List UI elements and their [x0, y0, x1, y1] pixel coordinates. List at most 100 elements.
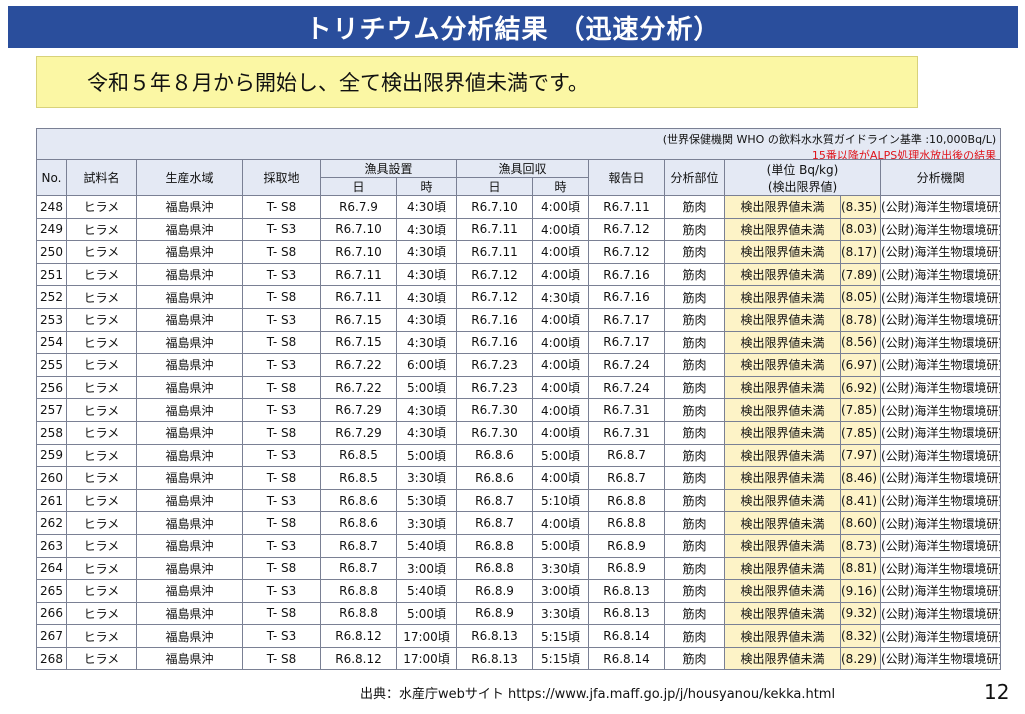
cell-site: T- S3	[242, 262, 321, 287]
table-row: 250 ヒラメ 福島県沖 T- S8 R6.7.10 4:30頃 R6.7.11 4:00頃 R…	[36, 240, 1002, 264]
cell-part: 筋肉	[664, 398, 725, 422]
table-row: 252 ヒラメ 福島県沖 T- S8 R6.7.11 4:30頃 R6.7.12 4:30頃 R…	[36, 285, 1002, 309]
table-row: 258 ヒラメ 福島県沖 T- S8 R6.7.29 4:30頃 R6.7.30 4:00頃 R…	[36, 420, 1002, 445]
cell-part: 筋肉	[664, 375, 725, 400]
cell-set-date: R6.8.5	[320, 443, 397, 468]
cell-set-time: 4:30頃	[396, 398, 457, 422]
cell-report-date: R6.8.13	[588, 601, 665, 626]
cell-area: 福島県沖	[136, 217, 243, 242]
cell-part: 筋肉	[664, 443, 725, 468]
cell-area: 福島県沖	[136, 240, 243, 264]
limit-label: (検出限界値)	[767, 179, 838, 194]
cell-limit: (8.35)	[840, 195, 881, 219]
cell-set-date: R6.8.7	[320, 533, 397, 558]
cell-lab: (公財)海洋生物環境研究所	[879, 646, 1002, 671]
cell-no: 267	[36, 624, 67, 648]
cell-lab: (公財)海洋生物環境研究所	[879, 195, 1002, 219]
table-row: 262 ヒラメ 福島県沖 T- S8 R6.8.6 3:30頃 R6.8.7 4:00頃 R6.…	[36, 511, 1002, 535]
cell-lab: (公財)海洋生物環境研究所	[879, 353, 1002, 377]
cell-part: 筋肉	[664, 488, 725, 513]
cell-set-time: 17:00頃	[396, 646, 457, 671]
cell-set-date: R6.7.11	[320, 285, 397, 309]
cell-part: 筋肉	[664, 579, 725, 603]
cell-set-time: 4:30頃	[396, 330, 457, 355]
cell-set-time: 5:00頃	[396, 601, 457, 626]
cell-area: 福島県沖	[136, 285, 243, 309]
cell-limit: (8.29)	[840, 646, 881, 671]
cell-area: 福島県沖	[136, 420, 243, 445]
cell-set-time: 4:30頃	[396, 307, 457, 332]
table-row: 254 ヒラメ 福島県沖 T- S8 R6.7.15 4:30頃 R6.7.16 4:00頃 R…	[36, 330, 1002, 355]
cell-limit: (6.97)	[840, 353, 881, 377]
cell-site: T- S8	[242, 646, 321, 671]
cell-no: 251	[36, 262, 67, 287]
col-collect-date: 日	[456, 177, 533, 196]
col-set-date: 日	[320, 177, 397, 196]
cell-report-date: R6.8.7	[588, 443, 665, 468]
cell-report-date: R6.7.16	[588, 285, 665, 309]
cell-sample: ヒラメ	[66, 217, 137, 242]
cell-set-date: R6.7.15	[320, 330, 397, 355]
who-guideline-note: (世界保健機関 WHO の飲料水水質ガイドライン基準 :10,000Bq/L)	[662, 133, 997, 146]
cell-area: 福島県沖	[136, 262, 243, 287]
cell-collect-time: 4:00頃	[532, 511, 589, 535]
cell-collect-time: 4:00頃	[532, 240, 589, 264]
cell-set-date: R6.7.29	[320, 420, 397, 445]
table-row: 268 ヒラメ 福島県沖 T- S8 R6.8.12 17:00頃 R6.8.13 5:15頃…	[36, 646, 1002, 671]
cell-site: T- S8	[242, 285, 321, 309]
cell-part: 筋肉	[664, 511, 725, 535]
cell-result: 検出限界値未満	[724, 601, 841, 626]
cell-set-date: R6.7.15	[320, 307, 397, 332]
cell-collect-date: R6.8.8	[456, 533, 533, 558]
cell-site: T- S3	[242, 624, 321, 648]
cell-collect-date: R6.7.11	[456, 217, 533, 242]
cell-set-date: R6.8.8	[320, 601, 397, 626]
cell-set-date: R6.8.5	[320, 466, 397, 490]
cell-lab: (公財)海洋生物環境研究所	[879, 579, 1002, 603]
table-body: 248 ヒラメ 福島県沖 T- S8 R6.7.9 4:30頃 R6.7.10 4:00頃 R6…	[36, 195, 1002, 671]
cell-set-time: 4:30頃	[396, 420, 457, 445]
cell-set-time: 5:00頃	[396, 443, 457, 468]
cell-report-date: R6.7.16	[588, 262, 665, 287]
cell-lab: (公財)海洋生物環境研究所	[879, 624, 1002, 648]
cell-collect-date: R6.7.12	[456, 262, 533, 287]
cell-collect-time: 3:30頃	[532, 601, 589, 626]
cell-site: T- S3	[242, 217, 321, 242]
cell-no: 248	[36, 195, 67, 219]
cell-sample: ヒラメ	[66, 285, 137, 309]
cell-area: 福島県沖	[136, 330, 243, 355]
cell-site: T- S3	[242, 307, 321, 332]
cell-report-date: R6.8.13	[588, 579, 665, 603]
cell-set-date: R6.8.7	[320, 556, 397, 581]
cell-result: 検出限界値未満	[724, 488, 841, 513]
cell-collect-date: R6.8.6	[456, 466, 533, 490]
cell-sample: ヒラメ	[66, 624, 137, 648]
cell-report-date: R6.8.7	[588, 466, 665, 490]
cell-sample: ヒラメ	[66, 262, 137, 287]
table-row: 264 ヒラメ 福島県沖 T- S8 R6.8.7 3:00頃 R6.8.8 3:30頃 R6.…	[36, 556, 1002, 581]
alps-note: 15番以降がALPS処理水放出後の結果	[811, 149, 997, 160]
cell-site: T- S3	[242, 533, 321, 558]
cell-site: T- S3	[242, 398, 321, 422]
cell-part: 筋肉	[664, 217, 725, 242]
cell-limit: (7.85)	[840, 398, 881, 422]
summary-box: 令和５年８月から開始し、全て検出限界値未満です。	[36, 56, 918, 108]
col-site: 採取地	[242, 159, 321, 196]
cell-no: 266	[36, 601, 67, 626]
cell-set-date: R6.7.22	[320, 375, 397, 400]
cell-collect-time: 4:00頃	[532, 375, 589, 400]
cell-part: 筋肉	[664, 533, 725, 558]
cell-collect-time: 3:30頃	[532, 556, 589, 581]
cell-set-time: 3:00頃	[396, 556, 457, 581]
cell-collect-time: 5:00頃	[532, 533, 589, 558]
cell-set-time: 4:30頃	[396, 195, 457, 219]
cell-sample: ヒラメ	[66, 556, 137, 581]
cell-site: T- S3	[242, 443, 321, 468]
table-notes-row: (世界保健機関 WHO の飲料水水質ガイドライン基準 :10,000Bq/L) …	[35, 128, 1002, 160]
cell-collect-time: 4:00頃	[532, 330, 589, 355]
cell-collect-date: R6.7.30	[456, 420, 533, 445]
cell-collect-date: R6.7.11	[456, 240, 533, 264]
cell-set-date: R6.8.6	[320, 511, 397, 535]
cell-limit: (8.17)	[840, 240, 881, 264]
cell-limit: (9.32)	[840, 601, 881, 626]
